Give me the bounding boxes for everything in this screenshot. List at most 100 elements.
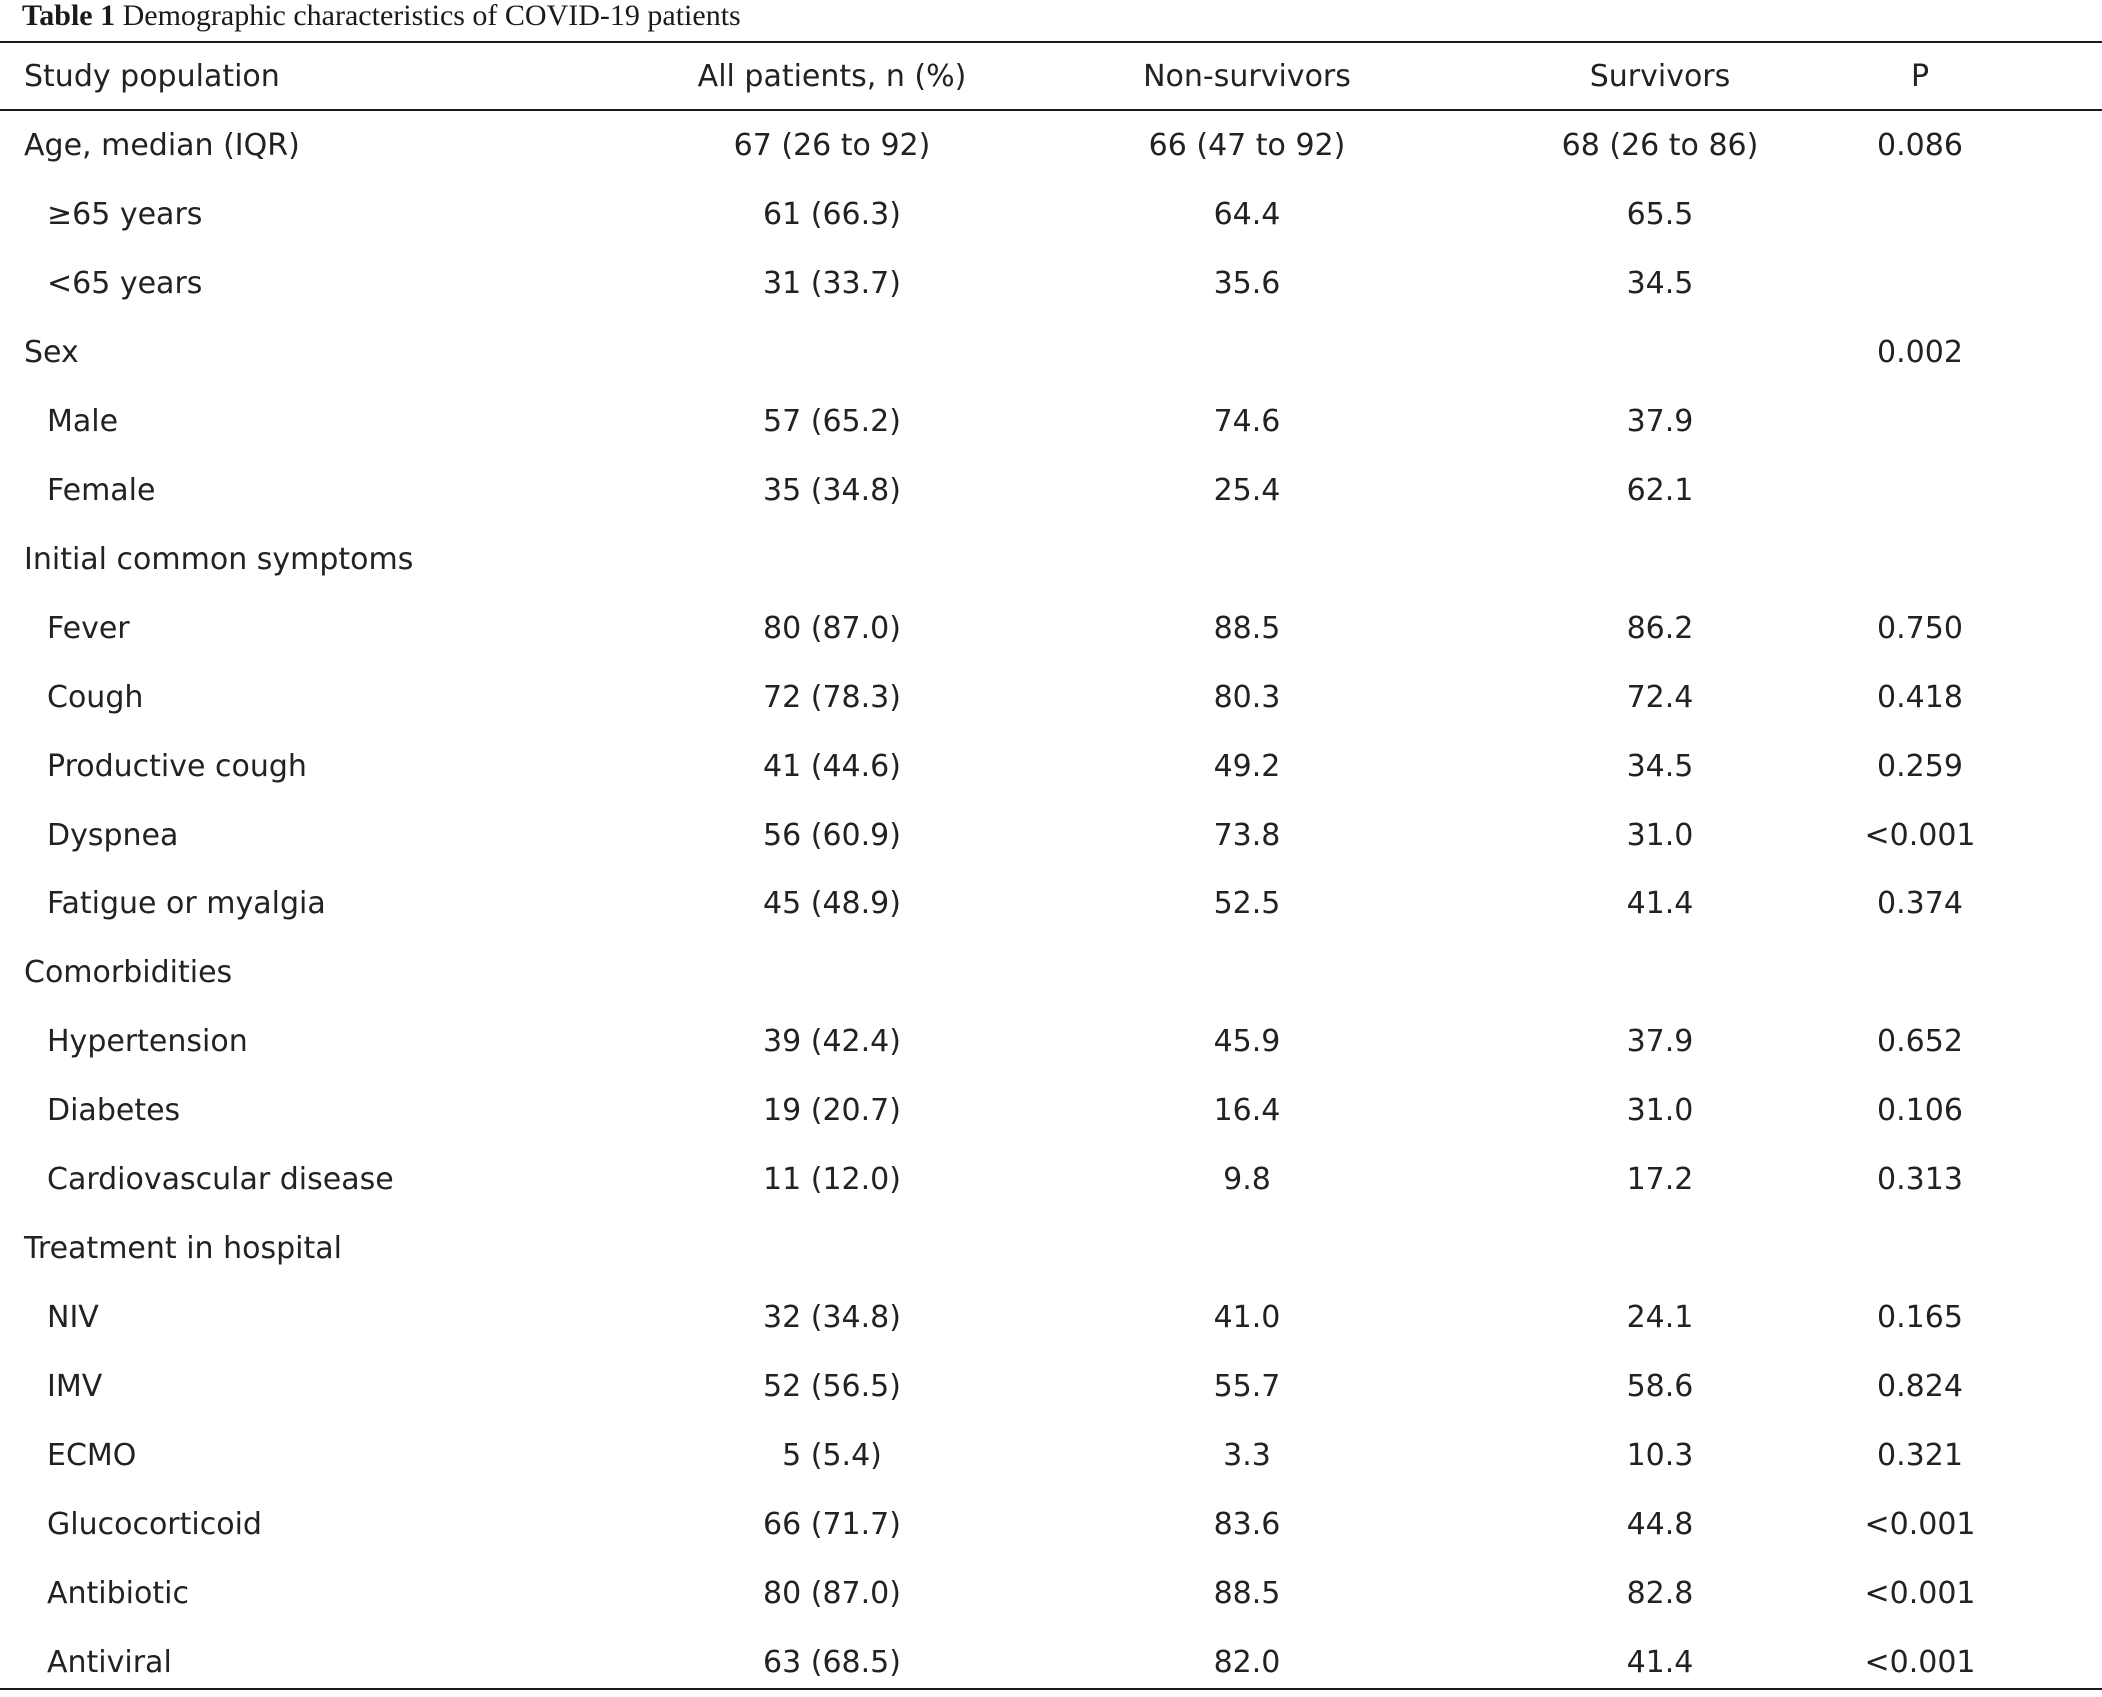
cell-p-value: 0.824 bbox=[1877, 1369, 1963, 1405]
header-p-value: P bbox=[1910, 59, 1930, 94]
cell-survivors: 31.0 bbox=[1626, 817, 1694, 853]
cell-all-patients: 41 (44.6) bbox=[763, 748, 901, 784]
cell-p-value: 0.321 bbox=[1877, 1438, 1963, 1474]
cell-survivors: 41.4 bbox=[1626, 886, 1694, 922]
cell-non-survivors: 35.6 bbox=[1213, 265, 1281, 301]
cell-all-patients bbox=[632, 525, 1032, 594]
cell-non-survivors: 66 (47 to 92) bbox=[1148, 128, 1346, 163]
table-row: NIV 32 (34.8) 41.0 24.1 0.165 bbox=[0, 1283, 2102, 1352]
cell-all-patients: 63 (68.5) bbox=[763, 1644, 901, 1680]
table-row: Fatigue or myalgia 45 (48.9) 52.5 41.4 0.374 bbox=[0, 869, 2102, 938]
cell-non-survivors: 82.0 bbox=[1213, 1644, 1281, 1680]
cell-survivors: 65.5 bbox=[1626, 196, 1694, 232]
cell-survivors: 72.4 bbox=[1626, 679, 1694, 715]
cell-p-value: 0.750 bbox=[1877, 610, 1963, 646]
row-label: Antibiotic bbox=[47, 1575, 189, 1611]
cell-p-value: 0.086 bbox=[1877, 128, 1963, 163]
cell-p-value: <0.001 bbox=[1864, 817, 1976, 853]
cell-non-survivors bbox=[1047, 318, 1447, 387]
cell-non-survivors bbox=[1047, 938, 1447, 1007]
table-row: Fever 80 (87.0) 88.5 86.2 0.750 bbox=[0, 594, 2102, 663]
cell-survivors: 37.9 bbox=[1626, 1024, 1694, 1060]
cell-p-value: <0.001 bbox=[1864, 1644, 1976, 1680]
row-label: Glucocorticoid bbox=[47, 1507, 262, 1542]
cell-non-survivors: 73.8 bbox=[1213, 817, 1281, 853]
row-label: Fever bbox=[47, 610, 130, 646]
cell-p-value: 0.652 bbox=[1877, 1024, 1963, 1060]
row-label: Antiviral bbox=[47, 1644, 172, 1680]
row-label: Cardiovascular disease bbox=[47, 1162, 394, 1198]
row-label: Male bbox=[47, 403, 119, 439]
row-label: Age, median (IQR) bbox=[24, 128, 300, 163]
table-row: ECMO 5 (5.4) 3.3 10.3 0.321 bbox=[0, 1421, 2102, 1490]
row-label: <65 years bbox=[47, 265, 203, 301]
cell-non-survivors: 45.9 bbox=[1213, 1024, 1281, 1060]
cell-non-survivors: 64.4 bbox=[1213, 196, 1281, 232]
cell-survivors bbox=[1460, 525, 1860, 594]
row-label: IMV bbox=[47, 1369, 103, 1405]
row-label: NIV bbox=[47, 1300, 99, 1336]
cell-non-survivors: 16.4 bbox=[1213, 1093, 1281, 1129]
cell-p-value: 0.313 bbox=[1877, 1162, 1963, 1198]
cell-survivors: 82.8 bbox=[1626, 1575, 1694, 1611]
table-row: Dyspnea 56 (60.9) 73.8 31.0 <0.001 bbox=[0, 801, 2102, 870]
row-label: Female bbox=[47, 472, 156, 508]
bottom-rule bbox=[0, 1688, 2102, 1690]
cell-p-value bbox=[1810, 525, 2030, 594]
cell-non-survivors: 88.5 bbox=[1213, 1575, 1281, 1611]
header-non-survivors: Non-survivors bbox=[1143, 59, 1351, 94]
cell-survivors: 58.6 bbox=[1626, 1369, 1694, 1405]
cell-p-value: 0.002 bbox=[1877, 334, 1963, 370]
table-row: Sex 0.002 bbox=[0, 318, 2102, 387]
cell-all-patients: 66 (71.7) bbox=[763, 1507, 901, 1542]
row-label: Fatigue or myalgia bbox=[47, 886, 326, 922]
cell-all-patients bbox=[632, 938, 1032, 1007]
cell-p-value: 0.374 bbox=[1877, 886, 1963, 922]
cell-survivors: 44.8 bbox=[1626, 1507, 1694, 1542]
cell-survivors: 62.1 bbox=[1626, 472, 1694, 508]
row-label: Cough bbox=[47, 679, 144, 715]
cell-non-survivors: 74.6 bbox=[1213, 403, 1281, 439]
cell-non-survivors bbox=[1047, 525, 1447, 594]
cell-p-value: <0.001 bbox=[1864, 1575, 1976, 1611]
cell-non-survivors: 52.5 bbox=[1213, 886, 1281, 922]
table-label: Table 1 bbox=[22, 0, 116, 32]
table-row: Initial common symptoms bbox=[0, 525, 2102, 594]
table-row: Cardiovascular disease 11 (12.0) 9.8 17.2 0.… bbox=[0, 1145, 2102, 1214]
table-row: Hypertension 39 (42.4) 45.9 37.9 0.652 bbox=[0, 1007, 2102, 1076]
row-label: ≥65 years bbox=[47, 196, 203, 232]
cell-all-patients: 5 (5.4) bbox=[782, 1438, 882, 1474]
row-label: Hypertension bbox=[47, 1024, 248, 1060]
cell-all-patients: 56 (60.9) bbox=[763, 817, 901, 853]
cell-non-survivors: 88.5 bbox=[1213, 610, 1281, 646]
table-row: Comorbidities bbox=[0, 938, 2102, 1007]
cell-p-value bbox=[1810, 1214, 2030, 1283]
cell-non-survivors: 55.7 bbox=[1213, 1369, 1281, 1405]
cell-all-patients: 57 (65.2) bbox=[763, 403, 901, 439]
table-row: Cough 72 (78.3) 80.3 72.4 0.418 bbox=[0, 663, 2102, 732]
cell-non-survivors: 41.0 bbox=[1213, 1300, 1281, 1336]
cell-all-patients: 67 (26 to 92) bbox=[733, 128, 931, 163]
table-title: Demographic characteristics of COVID-19 … bbox=[122, 0, 741, 32]
cell-non-survivors: 9.8 bbox=[1223, 1162, 1271, 1198]
table-row: Antiviral 63 (68.5) 82.0 41.4 <0.001 bbox=[0, 1628, 2102, 1697]
table-row: Age, median (IQR) 67 (26 to 92) 66 (47 to … bbox=[0, 111, 2102, 180]
table-row: Antibiotic 80 (87.0) 88.5 82.8 <0.001 bbox=[0, 1559, 2102, 1628]
row-label: Dyspnea bbox=[47, 817, 179, 853]
table-caption: Table 1 Demographic characteristics of C… bbox=[22, 0, 741, 32]
header-rule bbox=[0, 109, 2102, 111]
cell-all-patients: 45 (48.9) bbox=[763, 886, 901, 922]
cell-non-survivors: 83.6 bbox=[1213, 1507, 1281, 1542]
table-row: Glucocorticoid 66 (71.7) 83.6 44.8 <0.001 bbox=[0, 1490, 2102, 1559]
header-survivors: Survivors bbox=[1589, 59, 1731, 94]
cell-survivors: 24.1 bbox=[1626, 1300, 1694, 1336]
cell-non-survivors bbox=[1047, 1214, 1447, 1283]
row-label: Sex bbox=[24, 334, 79, 370]
cell-all-patients: 61 (66.3) bbox=[763, 196, 901, 232]
cell-p-value bbox=[1810, 938, 2030, 1007]
cell-p-value: 0.165 bbox=[1877, 1300, 1963, 1336]
cell-non-survivors: 25.4 bbox=[1213, 472, 1281, 508]
cell-p-value: 0.106 bbox=[1877, 1093, 1963, 1129]
row-label: ECMO bbox=[47, 1438, 137, 1474]
cell-non-survivors: 3.3 bbox=[1223, 1438, 1271, 1474]
